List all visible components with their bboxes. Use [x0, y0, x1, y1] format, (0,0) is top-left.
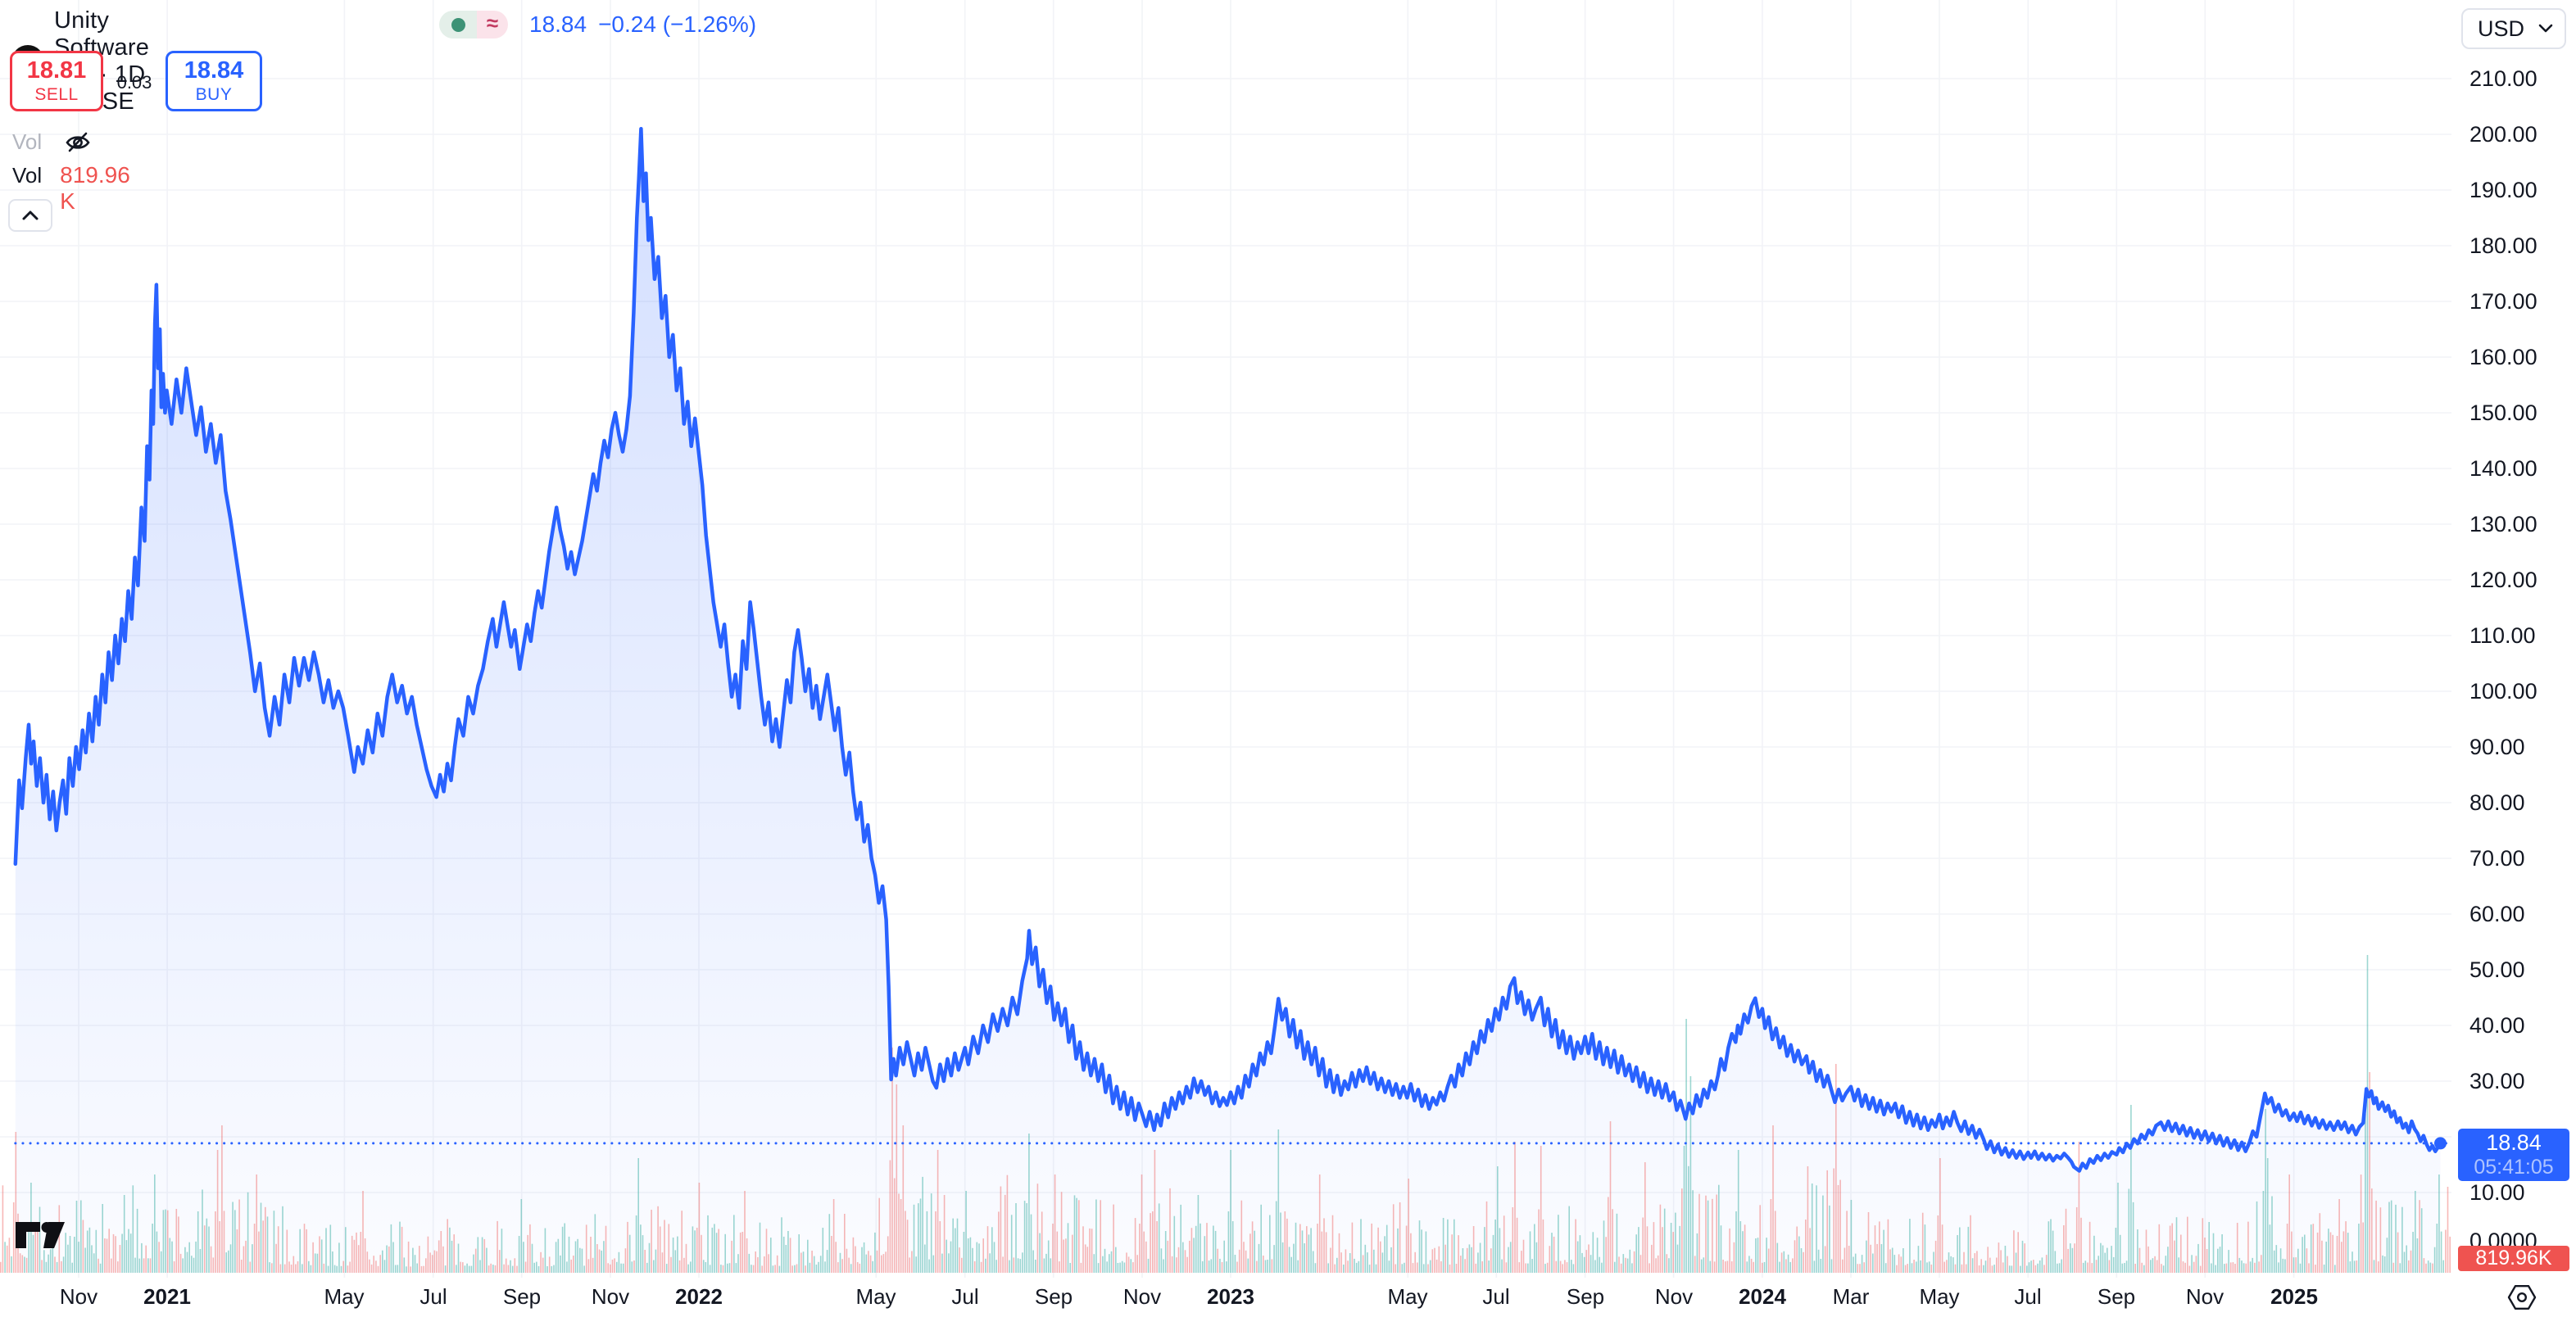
time-tick-label: Mar — [1832, 1284, 1870, 1309]
volume-indicator-row: Vol 819.96 K — [12, 162, 130, 215]
time-tick-label: May — [1919, 1284, 1960, 1309]
time-tick-label: May — [1387, 1284, 1428, 1309]
volume-bars — [0, 955, 2451, 1273]
time-tick-label: Nov — [1654, 1284, 1694, 1309]
time-tick-label: Jul — [420, 1284, 447, 1309]
delayed-data-icon: ≈ — [486, 11, 499, 35]
chevron-up-icon — [22, 210, 39, 220]
time-tick-label: Jul — [2014, 1284, 2042, 1309]
buy-label: BUY — [195, 85, 233, 105]
price-tick-label: 190.00 — [2469, 178, 2537, 202]
time-tick-label: Nov — [1122, 1284, 1162, 1309]
volume-value: 819.96 K — [60, 162, 130, 214]
price-tick-label: 80.00 — [2469, 790, 2525, 815]
time-tick-label: 2021 — [143, 1284, 191, 1309]
last-price: 18.84 — [529, 11, 587, 37]
time-tick-label: 2025 — [2270, 1284, 2318, 1309]
volume-indicator-hidden-row: Vol — [12, 125, 94, 158]
price-tick-label: 160.00 — [2469, 345, 2537, 369]
sell-button[interactable]: 18.81 SELL — [10, 51, 103, 111]
buy-button[interactable]: 18.84 BUY — [166, 51, 262, 111]
currency-selector[interactable]: USD — [2461, 8, 2566, 49]
bid-ask-spread: 0.03 — [116, 72, 152, 93]
price-tick-label: 180.00 — [2469, 233, 2537, 258]
volume-label: Vol — [12, 163, 43, 188]
volume-hidden-label: Vol — [12, 129, 43, 154]
time-tick-label: Jul — [1482, 1284, 1510, 1309]
time-tick-label: Sep — [1034, 1284, 1073, 1309]
market-open-dot-icon — [451, 17, 465, 32]
price-tick-label: 170.00 — [2469, 289, 2537, 314]
price-area-fill — [15, 129, 2441, 1274]
current-price-badge: 18.84 05:41:05 — [2458, 1129, 2569, 1181]
time-tick-label: May — [324, 1284, 365, 1309]
market-status-pill[interactable]: ≈ — [439, 11, 508, 38]
chart-pane[interactable] — [0, 0, 2453, 1278]
price-line — [13, 126, 2442, 1173]
price-tick-label: 110.00 — [2469, 623, 2536, 648]
time-tick-label: 2024 — [1739, 1284, 1786, 1309]
time-tick-label: May — [855, 1284, 896, 1309]
price-tick-label: 40.00 — [2469, 1013, 2525, 1038]
settings-gear-icon[interactable] — [2506, 1281, 2538, 1314]
time-tick-label: Jul — [951, 1284, 979, 1309]
last-point-marker — [2434, 1137, 2447, 1150]
time-tick-label: Nov — [59, 1284, 98, 1309]
price-tick-label: 60.00 — [2469, 902, 2525, 926]
price-tick-label: 90.00 — [2469, 735, 2525, 759]
price-tick-label: 130.00 — [2469, 512, 2537, 536]
price-tick-label: 100.00 — [2469, 679, 2537, 704]
price-tick-label: 150.00 — [2469, 401, 2537, 425]
currency-value: USD — [2478, 16, 2525, 41]
tradingview-logo[interactable] — [15, 1221, 66, 1249]
sell-label: SELL — [34, 85, 79, 105]
price-tick-label: 70.00 — [2469, 846, 2525, 871]
price-scale[interactable]: USD 210.00 200.00 190.00 180.00 170.00 160.00… — [2451, 0, 2576, 1278]
eye-off-icon[interactable] — [61, 125, 94, 158]
time-tick-label: Nov — [2185, 1284, 2225, 1309]
price-tick-label: 140.00 — [2469, 456, 2537, 481]
price-tick-label: 210.00 — [2469, 66, 2537, 91]
price-tick-label: 120.00 — [2469, 568, 2537, 592]
price-tick-label: 50.00 — [2469, 957, 2525, 982]
sell-price: 18.81 — [26, 57, 87, 84]
price-tick-label: 200.00 — [2469, 122, 2537, 147]
price-change-row: 18.84 −0.24 (−1.26%) — [529, 11, 756, 38]
time-tick-label: Sep — [2097, 1284, 2136, 1309]
session-countdown: 05:41:05 — [2474, 1156, 2554, 1179]
current-volume-badge: 819.96K — [2458, 1246, 2569, 1271]
time-scale[interactable]: Nov 2021 May Jul Sep Nov 2022 May Jul Sep Nov 2023 M… — [0, 1278, 2576, 1317]
price-tick-label: 10.00 — [2469, 1180, 2525, 1205]
price-tick-label: 30.00 — [2469, 1069, 2525, 1093]
current-price-value: 18.84 — [2486, 1130, 2542, 1155]
time-tick-label: Sep — [502, 1284, 542, 1309]
collapse-panel-button[interactable] — [8, 199, 52, 232]
time-tick-label: 2022 — [675, 1284, 723, 1309]
buy-price: 18.84 — [184, 57, 244, 84]
time-tick-label: Sep — [1566, 1284, 1605, 1309]
time-tick-label: Nov — [591, 1284, 630, 1309]
chevron-down-icon — [2538, 24, 2553, 33]
time-tick-label: 2023 — [1207, 1284, 1254, 1309]
price-change: −0.24 (−1.26%) — [598, 11, 757, 37]
